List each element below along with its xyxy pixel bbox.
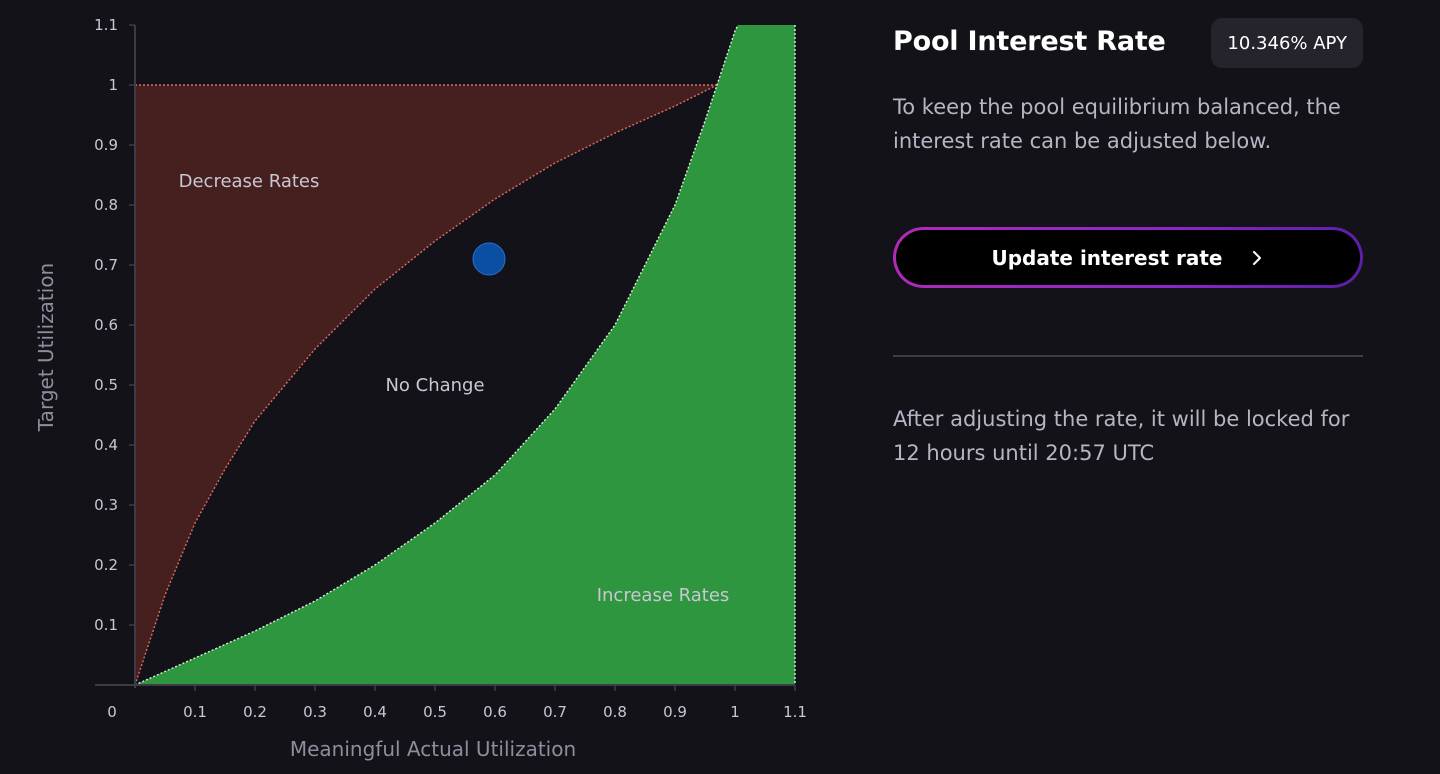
decrease-rates-region: [135, 85, 717, 685]
y-tick-label: 1.1: [94, 16, 118, 34]
y-tick-label: 0.1: [94, 616, 118, 634]
y-tick-label: 0.3: [94, 496, 118, 514]
update-interest-rate-label: Update interest rate: [991, 245, 1223, 270]
y-tick-label: 0.6: [94, 316, 118, 334]
increase-rates-label: Increase Rates: [597, 585, 730, 606]
panel-divider: [893, 355, 1363, 357]
update-interest-rate-button[interactable]: Update interest rate: [893, 227, 1363, 288]
x-tick-label: 0.9: [663, 703, 687, 721]
x-tick-label: 0.6: [483, 703, 507, 721]
y-tick-label: 0.5: [94, 376, 118, 394]
decrease-rates-label: Decrease Rates: [179, 171, 320, 192]
y-tick-label: 0.2: [94, 556, 118, 574]
x-tick-label: 0.4: [363, 703, 387, 721]
x-tick-label: 0.5: [423, 703, 447, 721]
interest-rate-panel: Pool Interest Rate 10.346% APY To keep t…: [893, 0, 1363, 774]
x-tick-label: 1: [730, 703, 740, 721]
utilization-chart: 0 0.1 0.2 0.3 0.4 0.5 0.6 0.7 0.8 0.9 1 1.1 0.1 0.2 0.…: [34, 16, 807, 761]
panel-title: Pool Interest Rate: [893, 26, 1166, 57]
x-tick-label: 0.1: [183, 703, 207, 721]
x-tick-label: 0.7: [543, 703, 567, 721]
decrease-boundary-curve: [134, 84, 718, 686]
panel-description: To keep the pool equilibrium balanced, t…: [893, 95, 1341, 153]
chevron-right-icon: [1249, 250, 1265, 266]
lock-note: After adjusting the rate, it will be loc…: [893, 407, 1350, 465]
x-axis-title: Meaningful Actual Utilization: [290, 737, 576, 761]
y-tick-label: 0.7: [94, 256, 118, 274]
y-axis-title: Target Utilization: [34, 263, 58, 432]
x-tick-label: 1.1: [783, 703, 807, 721]
y-tick-label: 0.8: [94, 196, 118, 214]
y-tick-label: 0.4: [94, 436, 118, 454]
increase-rates-region: [135, 25, 795, 685]
current-utilization-point: [472, 242, 506, 276]
no-change-label: No Change: [385, 375, 484, 396]
y-tick-label: 0.9: [94, 136, 118, 154]
x-tick-label: 0.8: [603, 703, 627, 721]
y-tick-label: 1: [108, 76, 118, 94]
apy-badge: 10.346% APY: [1211, 18, 1363, 68]
utilization-chart-svg: 0 0.1 0.2 0.3 0.4 0.5 0.6 0.7 0.8 0.9 1 1.1 0.1 0.2 0.…: [34, 16, 807, 761]
x-tick-label: 0: [107, 703, 117, 721]
x-tick-label: 0.3: [303, 703, 327, 721]
x-tick-label: 0.2: [243, 703, 267, 721]
